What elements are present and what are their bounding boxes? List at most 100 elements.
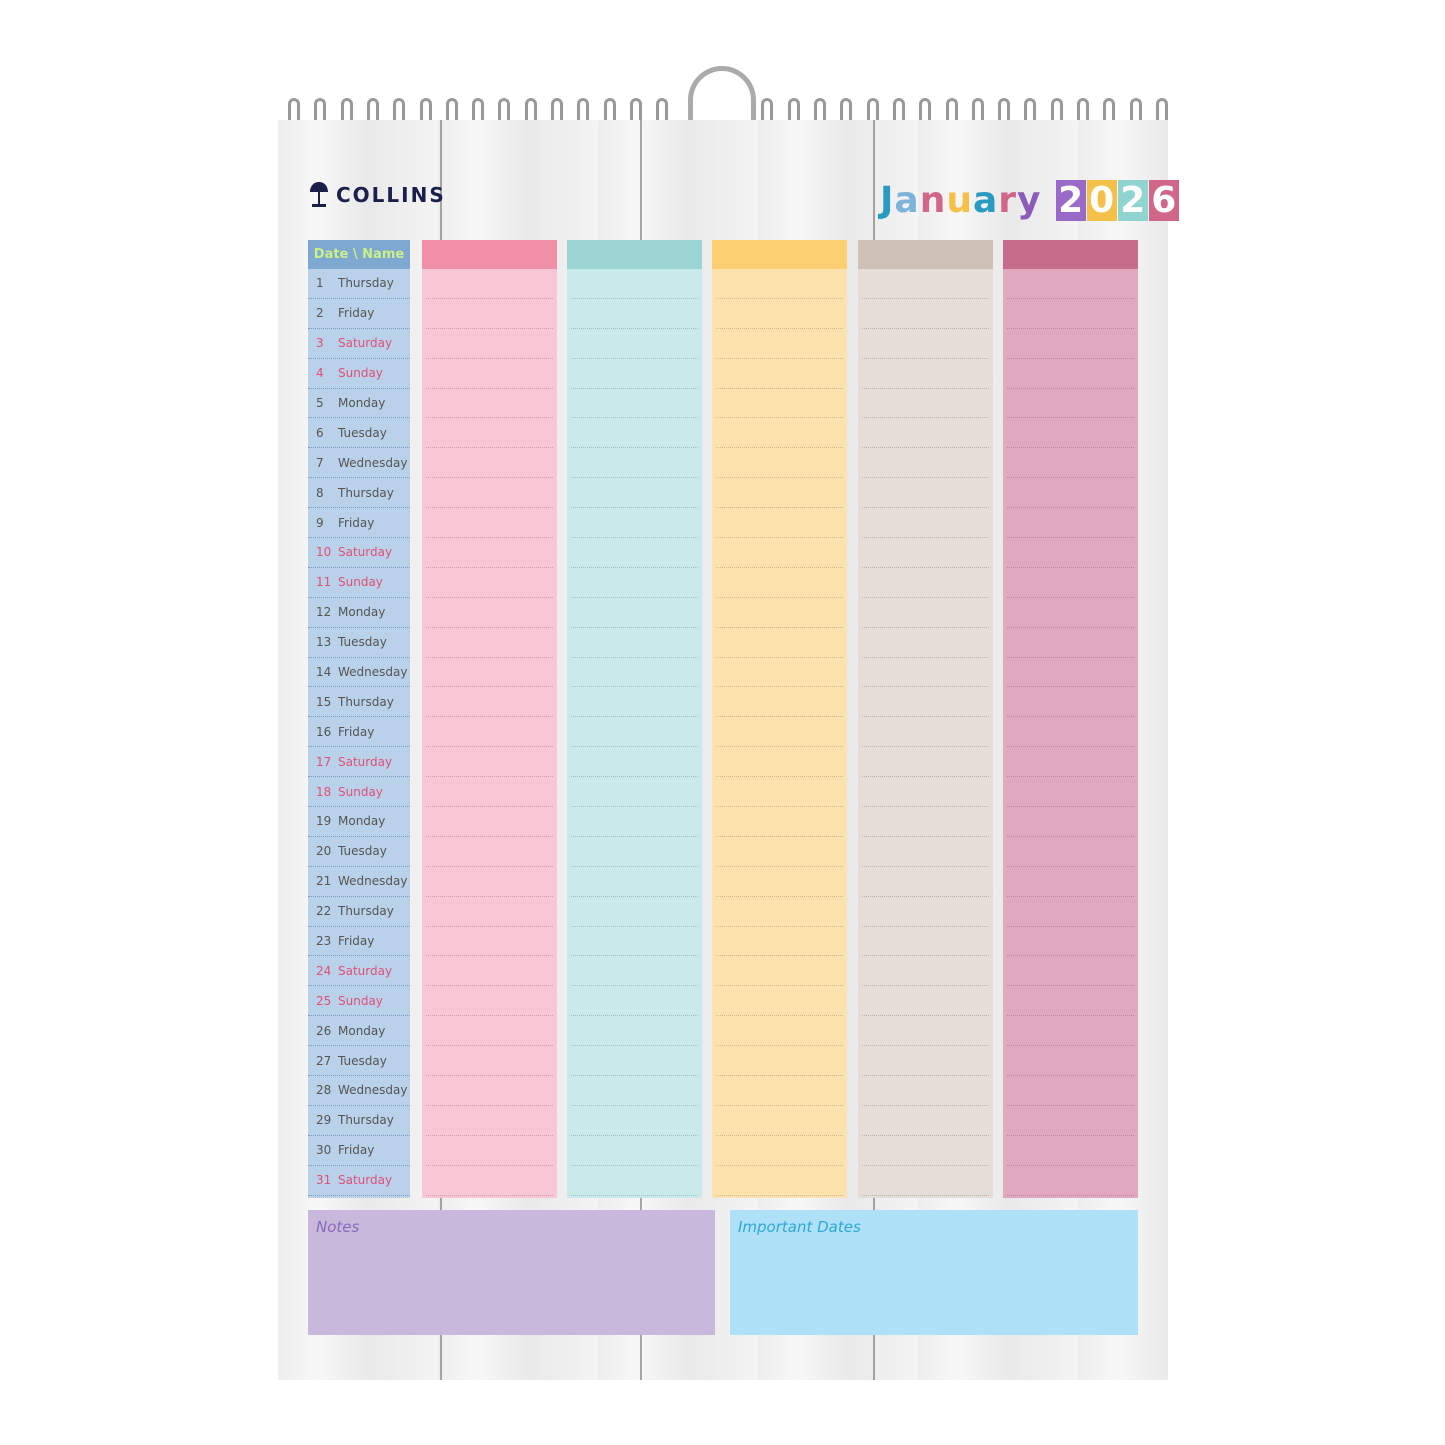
entry-line[interactable] — [571, 717, 698, 748]
entry-line[interactable] — [571, 299, 698, 329]
entry-line[interactable] — [716, 956, 843, 987]
entry-line[interactable] — [862, 747, 989, 778]
entry-line[interactable] — [1007, 329, 1134, 359]
entry-line[interactable] — [426, 956, 553, 987]
entry-line[interactable] — [571, 359, 698, 389]
notes-box[interactable]: Notes — [308, 1210, 715, 1335]
entry-line[interactable] — [716, 807, 843, 837]
entry-line[interactable] — [1007, 359, 1134, 389]
entry-line[interactable] — [862, 1076, 989, 1106]
entry-line[interactable] — [426, 807, 553, 837]
entry-line[interactable] — [426, 658, 553, 688]
entry-line[interactable] — [426, 717, 553, 748]
entry-line[interactable] — [1007, 747, 1134, 778]
entry-line[interactable] — [716, 717, 843, 748]
entry-line[interactable] — [862, 927, 989, 957]
entry-line[interactable] — [716, 299, 843, 329]
entry-line[interactable] — [716, 628, 843, 658]
entry-line[interactable] — [1007, 687, 1134, 718]
entry-line[interactable] — [862, 568, 989, 598]
entry-line[interactable] — [862, 956, 989, 987]
entry-line[interactable] — [571, 687, 698, 718]
entry-line[interactable] — [1007, 448, 1134, 479]
entry-line[interactable] — [862, 508, 989, 539]
entry-line[interactable] — [426, 1136, 553, 1166]
entry-line[interactable] — [862, 418, 989, 449]
entry-line[interactable] — [1007, 717, 1134, 748]
entry-line[interactable] — [571, 1136, 698, 1166]
entry-line[interactable] — [426, 478, 553, 509]
entry-line[interactable] — [426, 418, 553, 449]
entry-line[interactable] — [1007, 389, 1134, 419]
entry-line[interactable] — [862, 897, 989, 927]
entry-line[interactable] — [716, 1136, 843, 1166]
entry-line[interactable] — [862, 687, 989, 718]
entry-line[interactable] — [862, 1106, 989, 1136]
entry-line[interactable] — [716, 448, 843, 479]
entry-line[interactable] — [862, 538, 989, 568]
entry-line[interactable] — [1007, 1106, 1134, 1136]
entry-line[interactable] — [716, 478, 843, 509]
entry-line[interactable] — [426, 777, 553, 808]
entry-line[interactable] — [426, 329, 553, 359]
entry-line[interactable] — [1007, 777, 1134, 808]
entry-line[interactable] — [571, 1166, 698, 1196]
entry-line[interactable] — [426, 1106, 553, 1136]
entry-line[interactable] — [862, 329, 989, 359]
entry-line[interactable] — [426, 747, 553, 778]
entry-line[interactable] — [716, 1076, 843, 1106]
entry-line[interactable] — [716, 777, 843, 808]
entry-line[interactable] — [862, 1016, 989, 1047]
entry-line[interactable] — [1007, 418, 1134, 449]
entry-line[interactable] — [716, 538, 843, 568]
entry-line[interactable] — [862, 717, 989, 748]
entry-line[interactable] — [571, 1046, 698, 1077]
entry-line[interactable] — [716, 747, 843, 778]
entry-line[interactable] — [426, 568, 553, 598]
entry-line[interactable] — [716, 568, 843, 598]
entry-line[interactable] — [716, 1046, 843, 1077]
entry-line[interactable] — [716, 986, 843, 1017]
entry-line[interactable] — [426, 867, 553, 897]
entry-line[interactable] — [426, 359, 553, 389]
entry-line[interactable] — [426, 628, 553, 658]
entry-line[interactable] — [571, 598, 698, 628]
entry-line[interactable] — [426, 448, 553, 479]
entry-line[interactable] — [1007, 1076, 1134, 1106]
entry-line[interactable] — [716, 867, 843, 897]
entry-line[interactable] — [571, 807, 698, 837]
entry-line[interactable] — [862, 598, 989, 628]
entry-line[interactable] — [426, 538, 553, 568]
entry-line[interactable] — [426, 1016, 553, 1047]
entry-line[interactable] — [426, 269, 553, 299]
entry-line[interactable] — [1007, 568, 1134, 598]
entry-line[interactable] — [862, 1136, 989, 1166]
entry-line[interactable] — [426, 389, 553, 419]
entry-line[interactable] — [862, 777, 989, 808]
entry-line[interactable] — [1007, 269, 1134, 299]
entry-line[interactable] — [571, 927, 698, 957]
entry-line[interactable] — [862, 628, 989, 658]
entry-line[interactable] — [426, 508, 553, 539]
entry-line[interactable] — [1007, 927, 1134, 957]
entry-line[interactable] — [426, 1046, 553, 1077]
entry-line[interactable] — [716, 269, 843, 299]
entry-line[interactable] — [571, 538, 698, 568]
entry-line[interactable] — [862, 478, 989, 509]
entry-line[interactable] — [716, 1016, 843, 1047]
entry-line[interactable] — [571, 418, 698, 449]
entry-line[interactable] — [862, 448, 989, 479]
entry-line[interactable] — [571, 389, 698, 419]
entry-line[interactable] — [426, 927, 553, 957]
entry-line[interactable] — [862, 986, 989, 1017]
entry-line[interactable] — [716, 687, 843, 718]
important-dates-box[interactable]: Important Dates — [730, 1210, 1138, 1335]
entry-line[interactable] — [571, 1076, 698, 1106]
entry-line[interactable] — [716, 359, 843, 389]
entry-line[interactable] — [571, 508, 698, 539]
name-header[interactable] — [422, 240, 557, 269]
entry-line[interactable] — [862, 299, 989, 329]
name-header[interactable] — [858, 240, 993, 269]
entry-line[interactable] — [716, 1166, 843, 1196]
entry-line[interactable] — [716, 837, 843, 867]
